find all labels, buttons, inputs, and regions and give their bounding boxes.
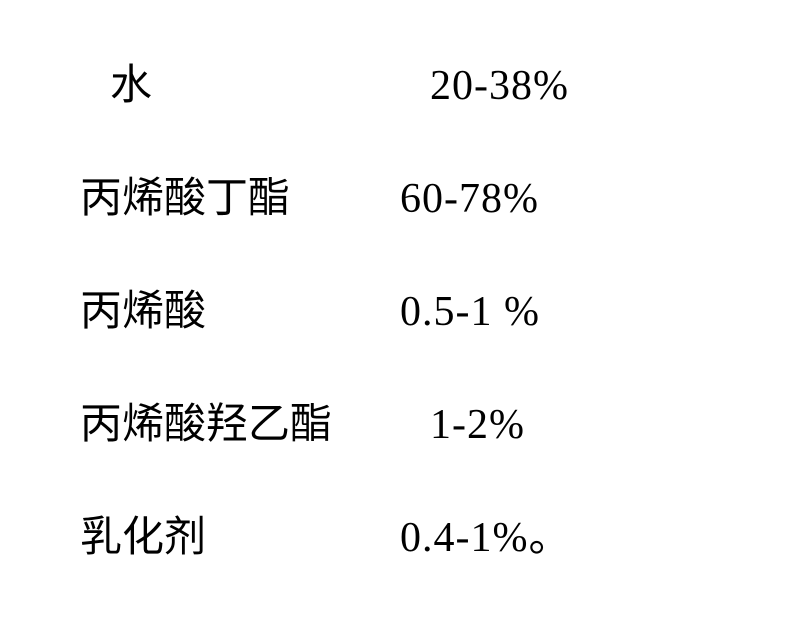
table-row: 丙烯酸 0.5-1 % xyxy=(60,281,740,344)
ingredient-label: 丙烯酸 xyxy=(60,281,400,344)
table-row: 丙烯酸羟乙酯 1-2% xyxy=(60,394,740,457)
table-row: 水 20-38% xyxy=(60,55,740,118)
table-row: 丙烯酸丁酯 60-78% xyxy=(60,168,740,231)
table-row: 乳化剂 0.4-1%。 xyxy=(60,507,740,570)
ingredient-label: 丙烯酸丁酯 xyxy=(60,168,400,231)
ingredient-value: 60-78% xyxy=(400,168,539,231)
ingredient-label: 乳化剂 xyxy=(60,507,400,570)
ingredient-value: 1-2% xyxy=(400,394,525,457)
ingredient-label: 水 xyxy=(60,55,430,118)
ingredient-value: 0.4-1%。 xyxy=(400,507,571,570)
ingredient-value: 0.5-1 % xyxy=(400,281,540,344)
ingredient-label: 丙烯酸羟乙酯 xyxy=(60,394,400,457)
ingredient-value: 20-38% xyxy=(430,55,569,118)
